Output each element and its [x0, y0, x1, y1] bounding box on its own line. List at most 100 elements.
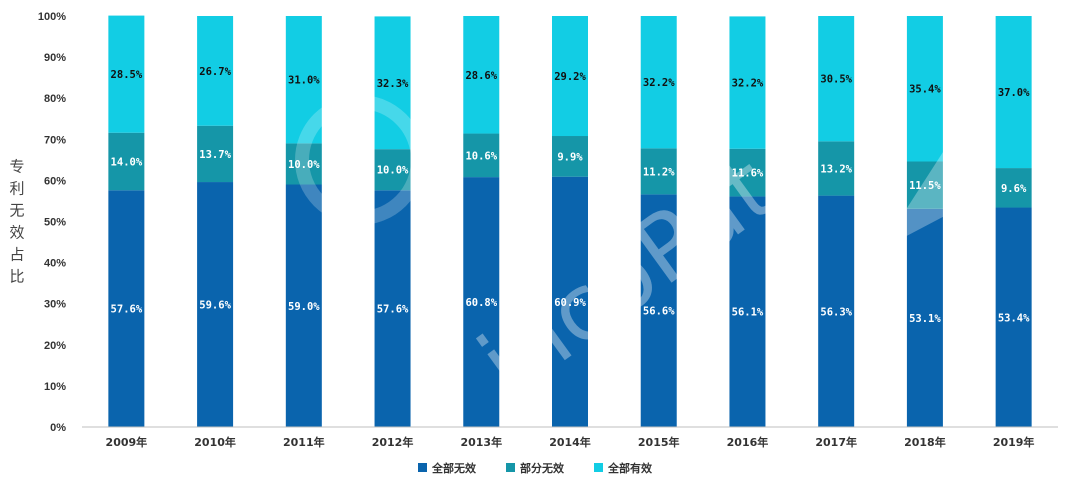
y-tick-label: 70%	[44, 134, 66, 146]
x-tick-label: 2012年	[372, 435, 414, 449]
data-label: 32.2%	[732, 78, 764, 90]
y-tick-label: 90%	[44, 52, 66, 64]
legend-swatch	[418, 463, 427, 472]
y-tick-label: 0%	[50, 422, 66, 434]
data-label: 10.0%	[377, 165, 409, 177]
data-label: 32.2%	[643, 77, 675, 89]
bar-segment	[374, 16, 411, 150]
x-tick-label: 2019年	[993, 435, 1035, 449]
data-label: 9.6%	[1001, 183, 1027, 195]
x-tick-label: 2018年	[904, 435, 946, 449]
bar-segment	[285, 143, 322, 185]
legend-label: 全部无效	[431, 461, 477, 475]
bar-segment	[818, 141, 855, 196]
bar-segment	[197, 125, 234, 183]
data-label: 32.3%	[377, 78, 409, 90]
y-axis-label: 专利无效占比	[9, 158, 24, 286]
data-label: 56.6%	[643, 306, 675, 318]
bar-segment	[108, 132, 145, 191]
x-tick-label: 2017年	[815, 435, 857, 449]
data-label: 30.5%	[820, 74, 852, 86]
bar-segment	[729, 196, 766, 427]
legend-label: 全部有效	[607, 461, 653, 475]
bar-segment	[197, 16, 234, 126]
data-label: 59.6%	[199, 300, 231, 312]
bar-segment	[374, 190, 411, 427]
y-axis-title: 专利无效占比	[9, 158, 24, 286]
bar-segment	[108, 15, 145, 133]
x-tick-label: 2013年	[460, 435, 502, 449]
bar-segment	[995, 16, 1032, 169]
y-axis-ticks: 0% 10% 20% 30% 40% 50% 60% 70% 80% 90% 100%	[38, 11, 66, 434]
data-label: 14.0%	[111, 156, 143, 168]
data-label: 53.1%	[909, 313, 941, 325]
y-tick-label: 80%	[44, 93, 66, 105]
y-tick-label: 60%	[44, 175, 66, 187]
bar-segment	[463, 16, 500, 134]
x-tick-label: 2015年	[638, 435, 680, 449]
data-label: 56.1%	[732, 307, 764, 319]
data-label: 35.4%	[909, 84, 941, 96]
data-label: 11.6%	[732, 168, 764, 180]
bar-segment	[285, 16, 322, 144]
x-tick-label: 2009年	[106, 435, 148, 449]
y-tick-label: 40%	[44, 258, 66, 270]
data-label: 10.6%	[465, 150, 497, 162]
data-label: 57.6%	[111, 304, 143, 316]
bar-segment	[552, 16, 588, 137]
bar-segment	[108, 190, 145, 427]
bar-segment	[906, 208, 943, 427]
data-label: 13.7%	[199, 149, 231, 161]
bar-segment	[818, 195, 855, 427]
watermark-logo-icon	[295, 95, 425, 225]
data-label: 60.8%	[465, 297, 497, 309]
x-tick-label: 2014年	[549, 435, 591, 449]
watermark-arrow-icon	[880, 110, 975, 250]
legend-swatch	[506, 463, 515, 472]
x-axis-ticks: 2009年 2010年 2011年 2012年 2013年 2014年 2015年 2016年…	[106, 435, 1035, 449]
bar-segment	[729, 16, 766, 149]
legend: 全部无效 部分无效 全部有效	[418, 461, 653, 475]
bar-segment	[995, 207, 1032, 427]
data-label: 28.6%	[465, 70, 497, 82]
x-tick-label: 2016年	[727, 435, 769, 449]
data-label: 37.0%	[998, 87, 1030, 99]
bars	[108, 15, 1032, 427]
data-label: 56.3%	[820, 306, 852, 318]
data-labels: 57.6% 14.0% 28.5% 59.6% 13.7% 26.7% 59.0% 10.0%…	[111, 66, 1031, 325]
legend-swatch	[594, 463, 603, 472]
bar-segment	[197, 182, 234, 427]
y-tick-label: 20%	[44, 340, 66, 352]
data-label: 10.0%	[288, 159, 320, 171]
bar-segment	[640, 148, 677, 195]
data-label: 28.5%	[111, 69, 143, 81]
bar-segment	[552, 136, 588, 177]
bar-segment	[285, 184, 322, 427]
data-label: 57.6%	[377, 304, 409, 316]
data-label: 11.5%	[909, 180, 941, 192]
data-label: 9.9%	[557, 151, 583, 163]
legend-label: 部分无效	[520, 461, 565, 475]
data-label: 26.7%	[199, 66, 231, 78]
bar-segment	[640, 16, 677, 149]
data-label: 59.0%	[288, 301, 320, 313]
y-tick-label: 30%	[44, 299, 66, 311]
bar-segment	[906, 161, 943, 209]
bar-segment	[463, 133, 500, 178]
bar-segment	[463, 177, 500, 427]
bar-segment	[640, 194, 677, 427]
data-label: 13.2%	[820, 163, 852, 175]
data-label: 11.2%	[643, 166, 675, 178]
x-tick-label: 2010年	[194, 435, 236, 449]
y-tick-label: 50%	[44, 217, 66, 229]
bar-segment	[995, 168, 1032, 208]
data-label: 29.2%	[554, 71, 586, 83]
bar-segment	[906, 16, 943, 162]
data-label: 53.4%	[998, 312, 1030, 324]
y-tick-label: 10%	[44, 381, 66, 393]
bar-segment	[818, 16, 855, 142]
bar-segment	[552, 176, 588, 427]
y-tick-label: 100%	[38, 11, 66, 23]
x-tick-label: 2011年	[283, 435, 325, 449]
